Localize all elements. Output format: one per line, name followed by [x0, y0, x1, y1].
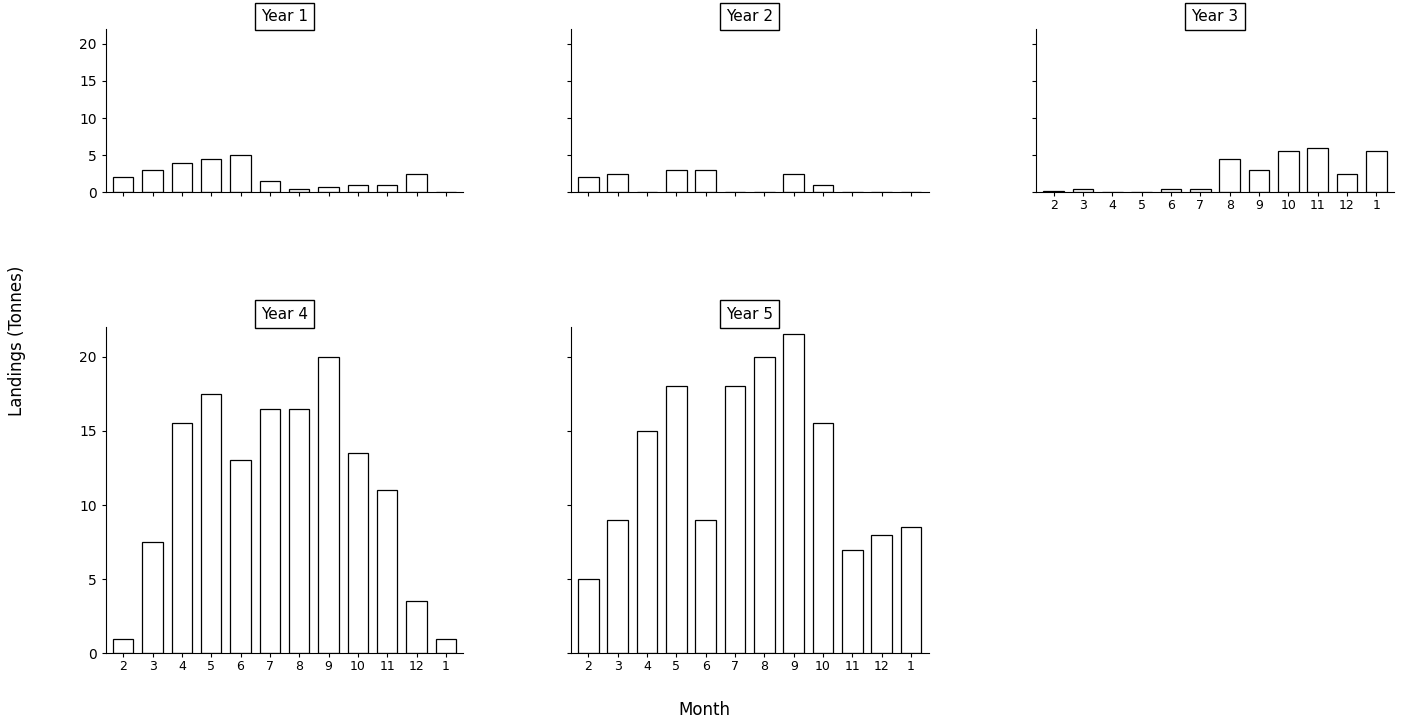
Bar	[901, 527, 921, 653]
Bar	[407, 174, 427, 192]
Title: Year 4: Year 4	[260, 306, 308, 322]
Bar	[696, 520, 717, 653]
Bar	[201, 393, 221, 653]
Bar	[289, 409, 310, 653]
Bar	[172, 163, 191, 192]
Bar	[348, 185, 367, 192]
Title: Year 2: Year 2	[727, 9, 773, 24]
Bar	[231, 155, 251, 192]
Bar	[1278, 152, 1298, 192]
Bar	[636, 431, 658, 653]
Bar	[318, 187, 339, 192]
Title: Year 5: Year 5	[727, 306, 773, 322]
Bar	[1073, 189, 1093, 192]
Bar	[142, 542, 163, 653]
Bar	[579, 177, 598, 192]
Bar	[435, 639, 456, 653]
Bar	[407, 601, 427, 653]
Bar	[1190, 189, 1211, 192]
Bar	[172, 423, 191, 653]
Bar	[259, 182, 280, 192]
Bar	[666, 386, 687, 653]
Bar	[1043, 191, 1064, 192]
Bar	[607, 520, 628, 653]
Bar	[755, 356, 774, 653]
Bar	[872, 534, 893, 653]
Bar	[812, 185, 834, 192]
Bar	[231, 460, 251, 653]
Title: Year 3: Year 3	[1191, 9, 1239, 24]
Bar	[725, 386, 745, 653]
Bar	[842, 550, 863, 653]
Text: Month: Month	[679, 701, 729, 719]
Bar	[377, 490, 397, 653]
Bar	[377, 185, 397, 192]
Bar	[113, 639, 134, 653]
Bar	[812, 423, 834, 653]
Bar	[1366, 152, 1387, 192]
Bar	[579, 579, 598, 653]
Bar	[318, 356, 339, 653]
Bar	[113, 177, 134, 192]
Bar	[783, 174, 804, 192]
Title: Year 1: Year 1	[260, 9, 308, 24]
Bar	[666, 170, 687, 192]
Bar	[348, 453, 367, 653]
Bar	[142, 170, 163, 192]
Bar	[607, 174, 628, 192]
Bar	[1160, 189, 1181, 192]
Bar	[1336, 174, 1357, 192]
Bar	[201, 159, 221, 192]
Bar	[1308, 148, 1328, 192]
Bar	[259, 409, 280, 653]
Bar	[783, 335, 804, 653]
Text: Landings (Tonnes): Landings (Tonnes)	[8, 266, 25, 417]
Bar	[696, 170, 717, 192]
Bar	[1249, 170, 1269, 192]
Bar	[289, 189, 310, 192]
Bar	[1219, 159, 1240, 192]
